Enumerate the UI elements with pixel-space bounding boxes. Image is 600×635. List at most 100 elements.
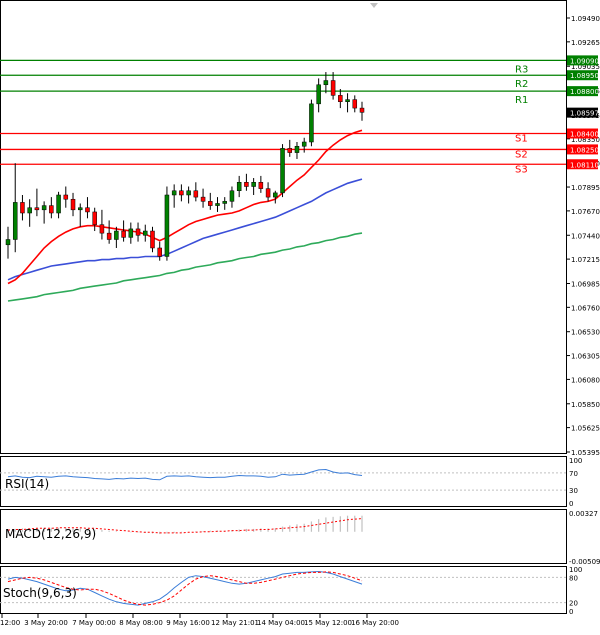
candle-body — [106, 232, 112, 240]
level-name-s2: S2 — [515, 149, 528, 160]
macd-panel: 0.00327 -0.00509 — [7, 510, 600, 566]
current-price-badge — [567, 107, 598, 118]
candle-body — [294, 145, 300, 153]
level-price-badge-r1 — [567, 86, 598, 97]
candle-body — [251, 182, 256, 187]
price-tick-label: 1.05395 — [571, 449, 600, 457]
rsi-tick-label: 100 — [569, 457, 582, 465]
candle-body — [49, 205, 54, 214]
rsi-tick-label: 30 — [569, 487, 578, 495]
stoch-tick-label: 0 — [569, 608, 573, 616]
candle-body — [345, 99, 350, 102]
candle-body — [323, 80, 329, 86]
candle-body — [200, 196, 206, 202]
level-price-label-s3: 1.08110 — [570, 161, 599, 169]
candle-body — [128, 228, 134, 238]
candle-body — [273, 192, 278, 198]
macd-signal-line — [7, 518, 363, 534]
candle-body — [121, 230, 126, 238]
price-axis: 1.094901.092651.090351.088051.085751.083… — [566, 15, 600, 457]
ma-green-line — [7, 232, 363, 302]
candle-body — [114, 230, 119, 240]
stoch-main-line — [7, 570, 363, 606]
level-price-badge-s1 — [567, 128, 598, 139]
candle-body — [179, 190, 184, 196]
level-price-label-r2: 1.08950 — [570, 72, 599, 80]
candle-body — [157, 247, 162, 257]
price-tick-label: 1.09265 — [571, 39, 600, 47]
level-price-label-r1: 1.08800 — [570, 88, 599, 96]
level-name-s3: S3 — [515, 164, 528, 175]
level-price-badge-r3 — [567, 55, 598, 66]
level-name-r2: R2 — [515, 79, 528, 90]
candle-body — [27, 207, 32, 214]
candle-body — [330, 80, 336, 96]
rsi-panel: 100 70 30 0 — [0, 457, 582, 508]
price-tick-label: 1.07670 — [571, 208, 600, 216]
rsi-panel-frame — [0, 456, 567, 507]
candle-body — [171, 190, 177, 196]
stoch-title: Stoch(9,6,3) — [3, 586, 77, 600]
candle-body — [143, 230, 148, 236]
scroll-marker-icon — [370, 3, 378, 8]
candle-body — [70, 198, 76, 211]
price-tick-label: 1.07215 — [571, 256, 600, 264]
rsi-title: RSI(14) — [5, 477, 49, 491]
price-tick-label: 1.07895 — [571, 184, 600, 192]
candle-body — [352, 99, 358, 109]
candle-body — [186, 190, 191, 196]
macd-panel-frame — [0, 509, 567, 564]
time-tick-label: 12 May 21:01 — [211, 619, 259, 627]
candle-body — [309, 103, 314, 143]
candle-body — [359, 107, 365, 113]
price-tick-label: 1.05625 — [571, 425, 600, 433]
level-price-label-s2: 1.08250 — [570, 146, 599, 154]
candle-body — [85, 207, 90, 213]
candle-body — [77, 207, 83, 211]
time-tick-label: 16 May 20:00 — [351, 619, 399, 627]
candle-body — [34, 207, 40, 211]
time-tick-label: 9 May 16:00 — [166, 619, 210, 627]
candle-body — [229, 190, 235, 202]
candle-body — [5, 239, 11, 246]
rsi-tick-label: 0 — [569, 500, 573, 508]
candles — [5, 72, 365, 261]
macd-tick-label: -0.00509 — [569, 558, 600, 566]
price-tick-label: 1.06530 — [571, 329, 600, 337]
price-tick-label: 1.07440 — [571, 232, 600, 240]
candle-body — [338, 95, 343, 102]
stoch-tick-label: 80 — [569, 574, 578, 582]
candle-body — [99, 224, 105, 234]
level-price-label-r3: 1.09090 — [570, 57, 599, 65]
level-price-badge-r2 — [567, 70, 598, 81]
stoch-signal-line — [7, 571, 363, 606]
macd-title: MACD(12,26,9) — [5, 527, 96, 541]
current-price-marker: 1.08597 — [567, 107, 599, 118]
price-tick-label: 1.08350 — [571, 136, 600, 144]
time-axis: 12:00 3 May 20:00 7 May 00:00 8 May 08:00 9 … — [0, 614, 399, 627]
candle-body — [244, 182, 249, 187]
stoch-tick-label: 20 — [569, 600, 578, 608]
candle-body — [150, 230, 155, 249]
candle-body — [287, 148, 293, 153]
price-tick-label: 1.06305 — [571, 353, 600, 361]
level-name-r1: R1 — [515, 95, 528, 106]
time-tick-label: 12:00 — [0, 619, 20, 627]
candle-body — [265, 188, 271, 198]
candle-body — [20, 202, 25, 214]
price-tick-label: 1.05850 — [571, 401, 600, 409]
price-tick-label: 1.09035 — [571, 63, 600, 71]
candle-body — [258, 182, 264, 189]
candle-body — [92, 211, 97, 225]
ma-blue-line — [7, 178, 363, 281]
level-price-badge-s2 — [567, 144, 598, 155]
level-labels: R3 1.09090 R2 1.08950 R1 1.08800 S1 1.08400 S2 1.… — [515, 55, 599, 175]
time-tick-label: 3 May 20:00 — [24, 619, 68, 627]
price-tick-label: 1.06985 — [571, 280, 600, 288]
candle-body — [41, 205, 47, 211]
candle-body — [301, 141, 307, 147]
time-tick-label: 15 May 12:00 — [304, 619, 352, 627]
time-tick-label: 8 May 08:00 — [119, 619, 163, 627]
